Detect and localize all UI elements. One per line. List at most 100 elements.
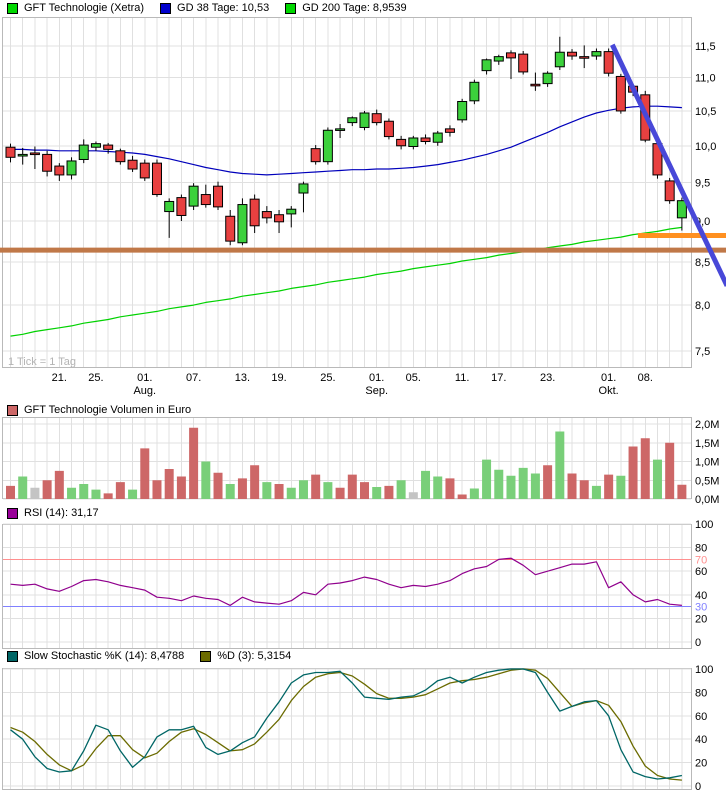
candle — [298, 183, 309, 194]
volume-bar — [335, 487, 345, 499]
candle — [518, 53, 529, 73]
svg-text:0,0M: 0,0M — [695, 494, 719, 506]
svg-text:0: 0 — [695, 781, 701, 793]
svg-text:11,0: 11,0 — [695, 73, 716, 85]
gd38-label: GD 38 Tage: 10,53 — [177, 2, 270, 14]
svg-text:17.: 17. — [491, 372, 506, 384]
volume-bar — [567, 473, 577, 499]
stochastic-legend: Slow Stochastic %K (14): 8,4788 %D (3): … — [0, 650, 307, 663]
volume-bar — [579, 480, 589, 499]
legend-item-gd200: GD 200 Tage: 8,9539 — [285, 2, 407, 15]
volume-label: GFT Technologie Volumen in Euro — [24, 404, 192, 416]
volume-bar — [457, 494, 467, 499]
svg-text:01.: 01. — [601, 372, 616, 384]
svg-text:20: 20 — [695, 613, 707, 625]
volume-bar — [91, 489, 101, 499]
candle — [103, 144, 114, 150]
volume-bar — [152, 480, 162, 499]
gd200-label: GD 200 Tage: 8,9539 — [302, 2, 407, 14]
volume-bar — [347, 474, 357, 499]
candle — [493, 56, 504, 62]
volume-bar — [311, 474, 321, 499]
candle — [176, 197, 187, 216]
volume-bar — [396, 480, 406, 499]
svg-text:19.: 19. — [271, 372, 286, 384]
svg-text:10,5: 10,5 — [695, 106, 716, 118]
candle — [554, 51, 565, 68]
candle — [408, 137, 419, 148]
stoch-d-label: %D (3): 5,3154 — [217, 650, 292, 662]
candle — [432, 132, 443, 143]
svg-text:100: 100 — [695, 664, 713, 676]
svg-text:25.: 25. — [320, 372, 335, 384]
svg-text:23.: 23. — [540, 372, 555, 384]
rsi-swatch-icon — [7, 508, 18, 519]
rsi-label: RSI (14): 31,17 — [24, 507, 99, 519]
legend-item-stoch-k: Slow Stochastic %K (14): 8,4788 — [7, 650, 184, 663]
svg-text:25.: 25. — [88, 372, 103, 384]
candle — [90, 143, 101, 148]
volume-bar — [237, 478, 247, 499]
volume-bar — [652, 459, 662, 499]
svg-text:0,5M: 0,5M — [695, 475, 719, 487]
candle — [335, 128, 346, 131]
candle — [274, 214, 285, 223]
svg-text:Sep.: Sep. — [365, 385, 388, 397]
series-label: GFT Technologie (Xetra) — [24, 2, 145, 14]
volume-bar — [555, 431, 565, 499]
volume-bar — [323, 482, 333, 499]
candle — [481, 59, 492, 72]
candle — [676, 200, 687, 219]
svg-text:7,5: 7,5 — [695, 346, 710, 358]
price-legend: GFT Technologie (Xetra) GD 38 Tage: 10,5… — [0, 2, 423, 15]
volume-bar — [225, 484, 235, 499]
volume-bar — [115, 482, 125, 499]
volume-bar — [506, 475, 516, 499]
volume-bar — [433, 476, 443, 499]
volume-panel: 2,0M 1,5M 1,0M 0,5M 0,0M — [3, 419, 719, 506]
volume-bar — [530, 473, 540, 499]
volume-bar — [469, 488, 479, 499]
candle — [542, 72, 553, 85]
candle — [530, 83, 541, 87]
svg-text:40: 40 — [695, 590, 707, 602]
svg-text:70: 70 — [695, 554, 707, 566]
volume-bar — [164, 469, 174, 499]
candle — [42, 153, 53, 172]
legend-item-volume: GFT Technologie Volumen in Euro — [7, 404, 191, 417]
svg-text:60: 60 — [695, 566, 707, 578]
volume-bar — [6, 485, 15, 499]
series-swatch-icon — [7, 3, 18, 14]
candle — [347, 117, 358, 124]
candle — [579, 56, 590, 59]
gd38-swatch-icon — [160, 3, 172, 14]
svg-text:1,0M: 1,0M — [695, 457, 719, 469]
candle — [310, 148, 321, 163]
svg-text:80: 80 — [695, 543, 707, 555]
candle — [591, 51, 602, 57]
candle — [249, 198, 260, 227]
volume-bar — [298, 480, 308, 499]
volume-bar — [665, 442, 675, 499]
volume-bar — [482, 459, 492, 499]
legend-item-price: GFT Technologie (Xetra) — [7, 2, 144, 15]
candle — [29, 152, 40, 156]
candle — [444, 128, 455, 133]
volume-bar — [408, 492, 418, 499]
svg-text:Aug.: Aug. — [133, 385, 156, 397]
svg-text:8,0: 8,0 — [695, 300, 710, 312]
candle — [78, 144, 89, 160]
candle — [200, 194, 211, 206]
volume-bar — [250, 465, 260, 499]
candle — [5, 146, 16, 158]
volume-bar — [140, 448, 150, 499]
candle — [115, 150, 126, 163]
svg-text:13.: 13. — [235, 372, 250, 384]
volume-bar — [286, 487, 296, 499]
candle — [603, 51, 614, 74]
svg-text:01.: 01. — [137, 372, 152, 384]
candle — [54, 165, 65, 176]
svg-text:40: 40 — [695, 734, 707, 746]
candle — [420, 137, 431, 143]
